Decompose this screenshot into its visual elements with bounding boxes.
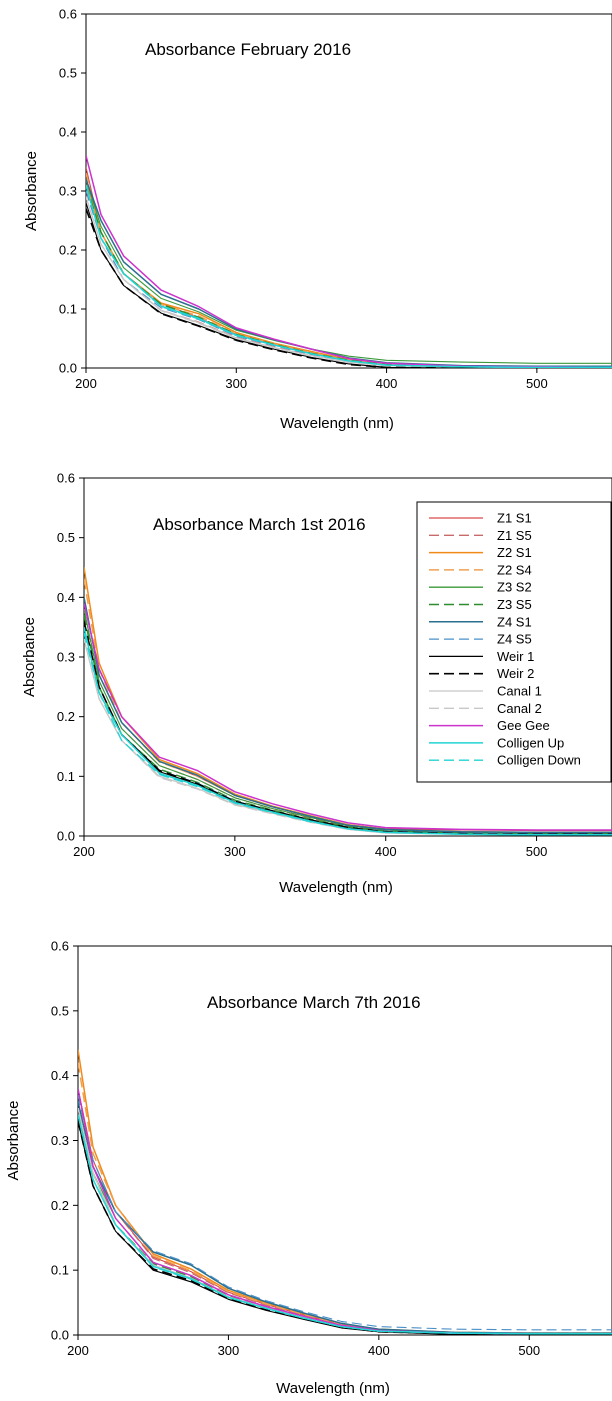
y-tick-label: 0.4 bbox=[51, 1068, 69, 1083]
chart-title: Absorbance March 1st 2016 bbox=[153, 515, 366, 534]
y-tick-label: 0.2 bbox=[51, 1198, 69, 1213]
x-axis-label: Wavelength (nm) bbox=[276, 1380, 390, 1397]
y-axis-label: Absorbance bbox=[23, 151, 40, 231]
x-tick-label: 200 bbox=[73, 844, 95, 859]
chart-panel-2: 0.0 0.1 0.2 0.3 0.4 0.5 0.6 200 300 400 500 Wavelen… bbox=[21, 471, 612, 896]
series-line-colligen-up bbox=[84, 627, 612, 836]
legend-label: Weir 2 bbox=[497, 666, 534, 681]
series-line-gee-gee bbox=[84, 603, 612, 831]
legend-label: Z3 S5 bbox=[497, 597, 532, 612]
y-tick-label: 0.1 bbox=[57, 769, 75, 784]
y-tick-label: 0.3 bbox=[57, 650, 75, 665]
y-axis-label: Absorbance bbox=[21, 617, 38, 697]
chart-panel-3: 0.0 0.1 0.2 0.3 0.4 0.5 0.6 200 300 400 500 Wavelen… bbox=[5, 939, 612, 1397]
x-tick-label: 200 bbox=[67, 1343, 89, 1358]
x-tick-label: 400 bbox=[368, 1343, 390, 1358]
y-tick-label: 0.6 bbox=[59, 7, 77, 22]
legend-label: Colligen Down bbox=[497, 753, 581, 768]
y-tick-label: 0.0 bbox=[59, 361, 77, 376]
series-line-colligen-down bbox=[86, 184, 612, 368]
series-line-weir-1 bbox=[86, 202, 612, 368]
x-axis-label: Wavelength (nm) bbox=[279, 879, 393, 896]
chart-panel-1: 0.0 0.1 0.2 0.3 0.4 0.5 0.6 200 300 400 500 Wavelen… bbox=[23, 7, 612, 432]
y-tick-label: 0.0 bbox=[57, 829, 75, 844]
x-tick-label: 500 bbox=[518, 1343, 540, 1358]
series-line-z4-s5 bbox=[78, 1094, 612, 1331]
y-axis-label: Absorbance bbox=[5, 1100, 22, 1180]
x-tick-label: 300 bbox=[224, 844, 246, 859]
chart-title: Absorbance February 2016 bbox=[145, 40, 351, 59]
legend-label: Z4 S1 bbox=[497, 614, 532, 629]
y-tick-label: 0.1 bbox=[51, 1263, 69, 1278]
legend-label: Colligen Up bbox=[497, 735, 564, 750]
x-tick-label: 400 bbox=[375, 844, 397, 859]
chart-title: Absorbance March 7th 2016 bbox=[207, 993, 421, 1012]
y-tick-label: 0.3 bbox=[59, 184, 77, 199]
y-tick-label: 0.6 bbox=[51, 939, 69, 954]
series-lines bbox=[84, 567, 612, 836]
y-tick-label: 0.5 bbox=[51, 1003, 69, 1018]
legend-label: Z2 S1 bbox=[497, 545, 532, 560]
legend-label: Z1 S1 bbox=[497, 511, 532, 526]
y-tick-label: 0.5 bbox=[59, 66, 77, 81]
y-tick-label: 0.2 bbox=[59, 243, 77, 258]
series-lines bbox=[78, 1049, 612, 1335]
legend-label: Weir 1 bbox=[497, 649, 534, 664]
legend-label: Canal 1 bbox=[497, 684, 542, 699]
x-tick-label: 200 bbox=[75, 376, 97, 391]
y-tick-label: 0.1 bbox=[59, 302, 77, 317]
legend-label: Canal 2 bbox=[497, 701, 542, 716]
y-tick-label: 0.2 bbox=[57, 709, 75, 724]
legend-label: Z4 S5 bbox=[497, 632, 532, 647]
series-line-colligen-down bbox=[84, 632, 612, 836]
legend-box bbox=[416, 501, 612, 783]
x-tick-label: 500 bbox=[526, 376, 548, 391]
legend-label: Gee Gee bbox=[497, 718, 550, 733]
y-tick-label: 0.4 bbox=[57, 590, 75, 605]
series-line-colligen-down bbox=[78, 1114, 612, 1335]
legend-label: Z3 S2 bbox=[497, 580, 532, 595]
legend: Z1 S1 Z1 S5 Z2 S1 Z2 S4 Z3 S2 Z3 S5 Z4 S1 Z4 S5… bbox=[416, 501, 612, 783]
series-line-z4-s1 bbox=[84, 597, 612, 834]
y-tick-label: 0.5 bbox=[57, 530, 75, 545]
x-axis-label: Wavelength (nm) bbox=[280, 415, 394, 432]
series-line-canal-2 bbox=[86, 196, 612, 368]
y-tick-label: 0.3 bbox=[51, 1133, 69, 1148]
x-tick-label: 500 bbox=[526, 844, 548, 859]
y-tick-label: 0.4 bbox=[59, 125, 77, 140]
y-tick-label: 0.0 bbox=[51, 1328, 69, 1343]
legend-label: Z1 S5 bbox=[497, 528, 532, 543]
x-tick-label: 300 bbox=[218, 1343, 240, 1358]
x-tick-label: 300 bbox=[225, 376, 247, 391]
legend-label: Z2 S4 bbox=[497, 562, 532, 577]
series-lines bbox=[86, 155, 612, 368]
x-tick-label: 400 bbox=[376, 376, 398, 391]
y-tick-label: 0.6 bbox=[57, 471, 75, 486]
